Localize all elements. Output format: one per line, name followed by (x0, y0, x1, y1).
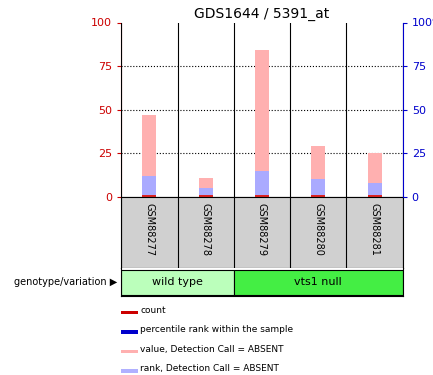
Bar (142, 195, 156, 197)
Text: GSM88277: GSM88277 (144, 202, 155, 256)
Text: GSM88279: GSM88279 (257, 202, 267, 256)
Text: GSM88280: GSM88280 (313, 202, 323, 255)
Bar (199, 188, 213, 197)
Bar (121, 369, 138, 373)
Text: count: count (140, 306, 166, 315)
Bar (311, 146, 325, 197)
Bar (368, 153, 381, 197)
Text: wild type: wild type (152, 277, 203, 287)
Text: value, Detection Call = ABSENT: value, Detection Call = ABSENT (140, 345, 284, 354)
Bar (121, 350, 138, 353)
Bar (199, 195, 213, 197)
Text: GSM88278: GSM88278 (200, 202, 211, 256)
Text: percentile rank within the sample: percentile rank within the sample (140, 326, 294, 334)
Bar (255, 171, 269, 197)
Bar (311, 195, 325, 197)
Text: GSM88281: GSM88281 (369, 202, 380, 255)
Title: GDS1644 / 5391_at: GDS1644 / 5391_at (194, 8, 330, 21)
Bar (142, 115, 156, 197)
Text: genotype/variation ▶: genotype/variation ▶ (14, 277, 117, 287)
Bar (368, 183, 381, 197)
Bar (142, 176, 156, 197)
Bar (368, 195, 381, 197)
Bar (121, 310, 138, 314)
FancyBboxPatch shape (121, 270, 234, 295)
Bar (199, 178, 213, 197)
Bar (255, 50, 269, 197)
Bar (255, 195, 269, 197)
Text: rank, Detection Call = ABSENT: rank, Detection Call = ABSENT (140, 364, 279, 374)
Bar (311, 180, 325, 197)
Bar (121, 330, 138, 334)
FancyBboxPatch shape (234, 270, 403, 295)
Text: vts1 null: vts1 null (294, 277, 342, 287)
